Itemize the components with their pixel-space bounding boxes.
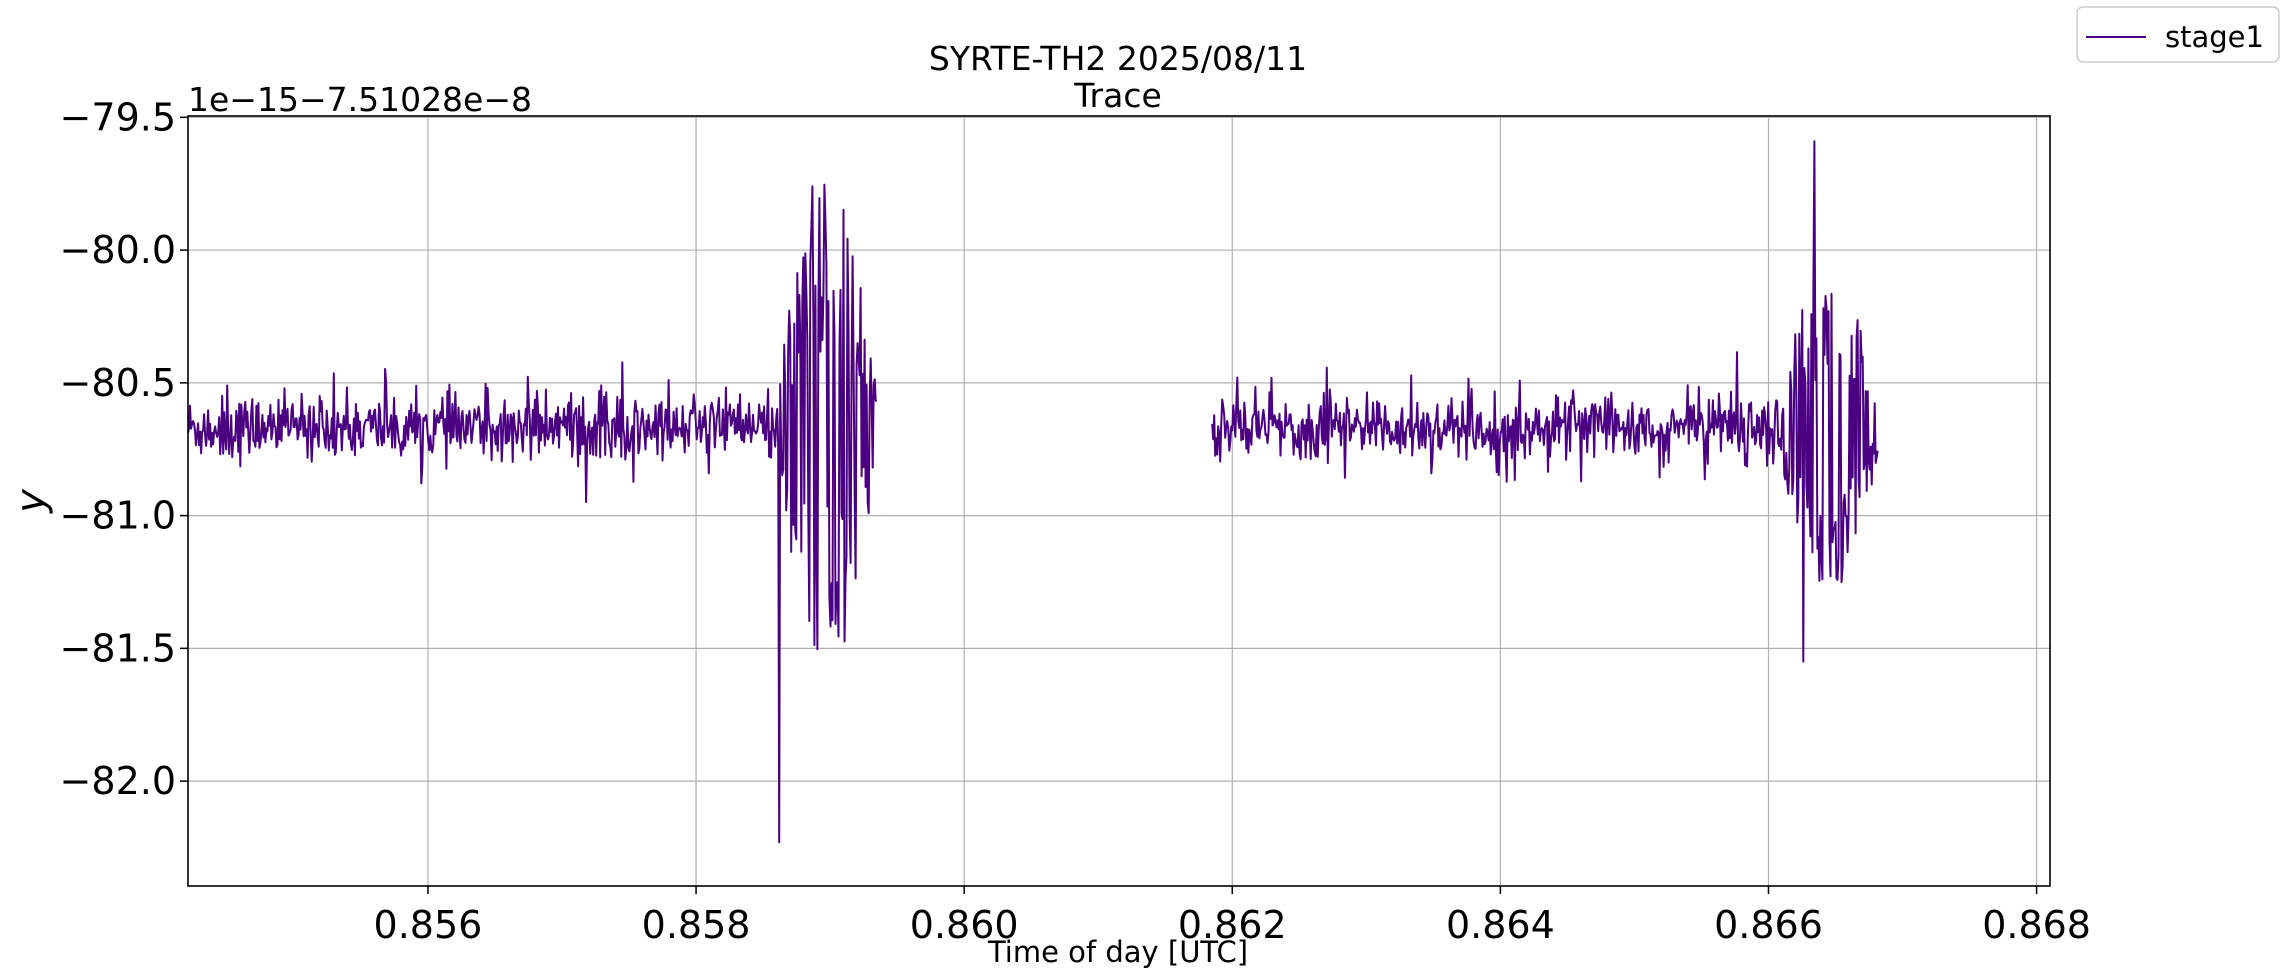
y-tick-label: −81.0 <box>60 494 176 538</box>
x-tick-label: 0.858 <box>642 903 751 947</box>
series-line-stage1 <box>187 183 878 844</box>
x-tick-label: 0.864 <box>1446 903 1555 947</box>
grid <box>188 116 2050 886</box>
series-layer <box>187 140 1879 844</box>
legend: stage1 <box>2076 6 2280 63</box>
x-tick-label: 0.866 <box>1714 903 1823 947</box>
y-tick-label: −79.5 <box>60 95 176 139</box>
x-tick-label: 0.860 <box>910 903 1019 947</box>
y-tick-label: −80.0 <box>60 228 176 272</box>
y-axis-label: y <box>8 488 54 514</box>
chart-title: SYRTE-TH2 2025/08/11 <box>929 39 1307 78</box>
offset-text: 1e−15−7.51028e−8 <box>188 80 532 119</box>
y-tick-label: −82.0 <box>60 759 176 803</box>
y-tick-label: −81.5 <box>60 626 176 670</box>
y-tick-label: −80.5 <box>60 361 176 405</box>
legend-label: stage1 <box>2165 20 2264 54</box>
plot-frame <box>187 115 2051 887</box>
legend-box <box>2076 6 2280 63</box>
x-tick-label: 0.862 <box>1178 903 1287 947</box>
x-ticks: 0.856 0.858 0.860 0.862 0.864 0.866 0.868 <box>374 886 2091 947</box>
y-ticks: −79.5 −80.0 −80.5 −81.0 −81.5 −82.0 <box>60 95 188 803</box>
chart-subtitle: Trace <box>1073 76 1162 115</box>
x-tick-label: 0.868 <box>1982 903 2091 947</box>
series-line-stage1 <box>1211 140 1879 663</box>
x-tick-label: 0.856 <box>374 903 483 947</box>
x-axis-label: Time of day [UTC] <box>987 935 1248 969</box>
